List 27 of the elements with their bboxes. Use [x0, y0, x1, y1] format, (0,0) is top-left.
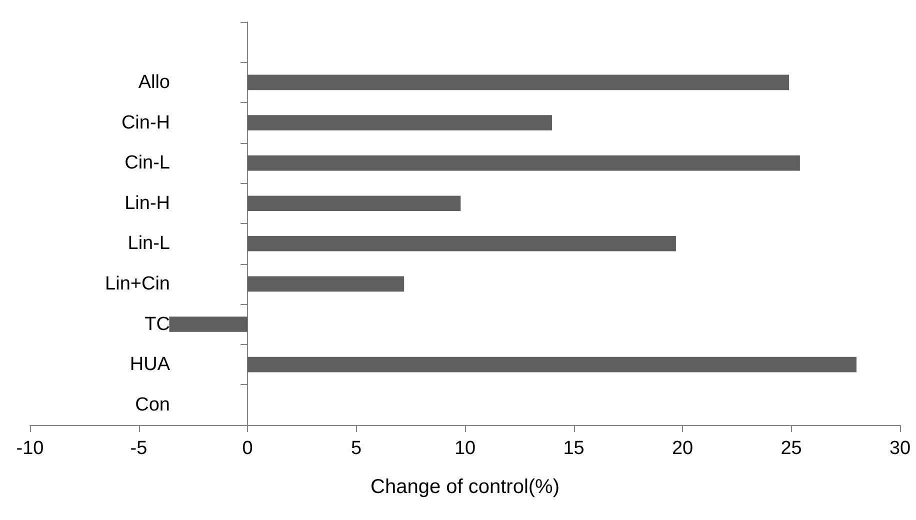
bar: [248, 276, 404, 292]
y-tick-label: Lin-H: [124, 192, 170, 214]
bar: [169, 316, 248, 332]
y-tick-label: Allo: [138, 72, 170, 93]
bar: [248, 115, 552, 130]
y-tick-label: TC: [144, 314, 170, 335]
x-tick-label: 30: [889, 438, 911, 459]
y-tick-label: Cin-L: [124, 152, 170, 174]
x-tick-label: 10: [454, 438, 476, 459]
y-tick-label: Lin+Cin: [105, 273, 170, 294]
y-tick-label: Cin-H: [121, 112, 170, 134]
bar: [248, 74, 790, 90]
bar: [248, 236, 676, 252]
bar: [248, 196, 461, 212]
x-tick-label: 20: [672, 438, 694, 459]
y-tick-label: Con: [135, 394, 170, 416]
y-tick-label: Lin-L: [128, 233, 170, 254]
x-tick-label: 25: [780, 438, 802, 459]
x-tick-label: -10: [16, 438, 44, 459]
bar: [248, 155, 800, 171]
y-tick-label: HUA: [130, 354, 170, 376]
bar: [248, 356, 856, 372]
x-tick-label: 15: [563, 438, 584, 459]
x-tick-label: 0: [242, 438, 253, 459]
x-axis-title: Change of control(%): [370, 476, 560, 498]
x-tick-label: 5: [350, 438, 362, 459]
x-tick-label: -5: [130, 438, 148, 459]
